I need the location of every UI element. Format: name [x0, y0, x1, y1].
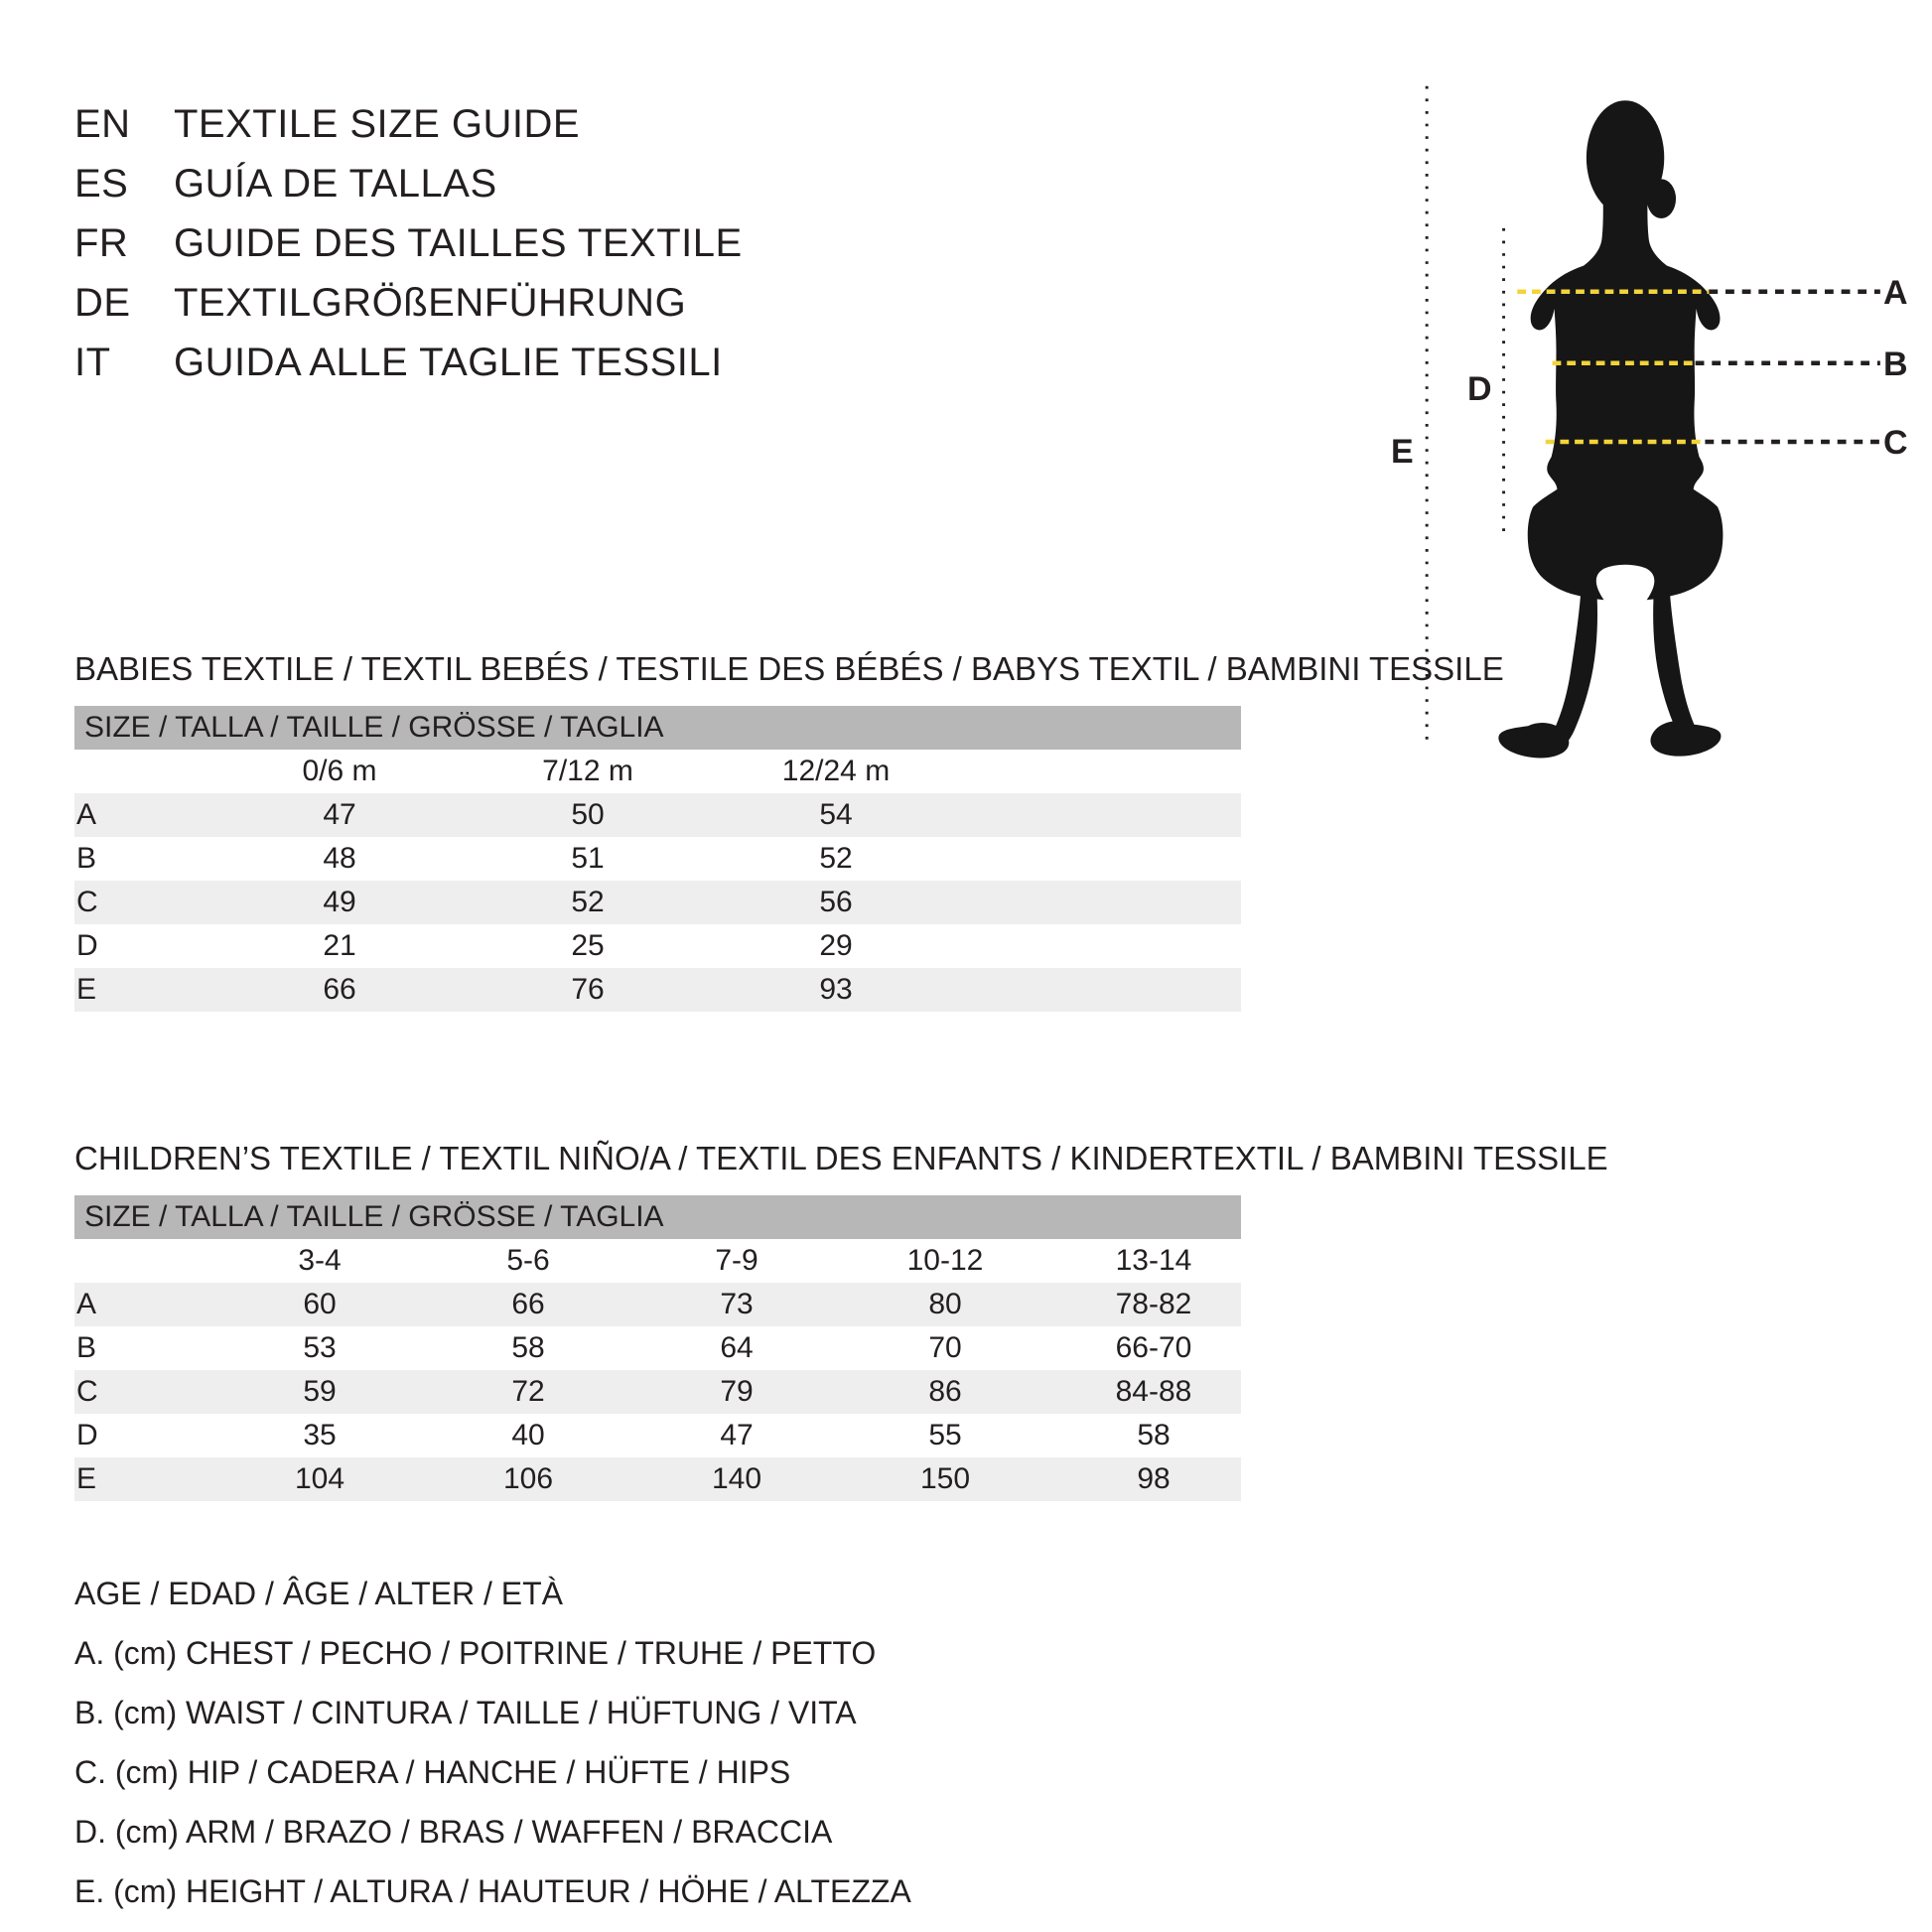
svg-text:C: C — [1883, 424, 1908, 462]
svg-text:D: D — [1467, 370, 1492, 408]
svg-text:B: B — [1883, 345, 1908, 383]
svg-text:A: A — [1883, 274, 1908, 312]
svg-text:E: E — [1391, 433, 1414, 471]
